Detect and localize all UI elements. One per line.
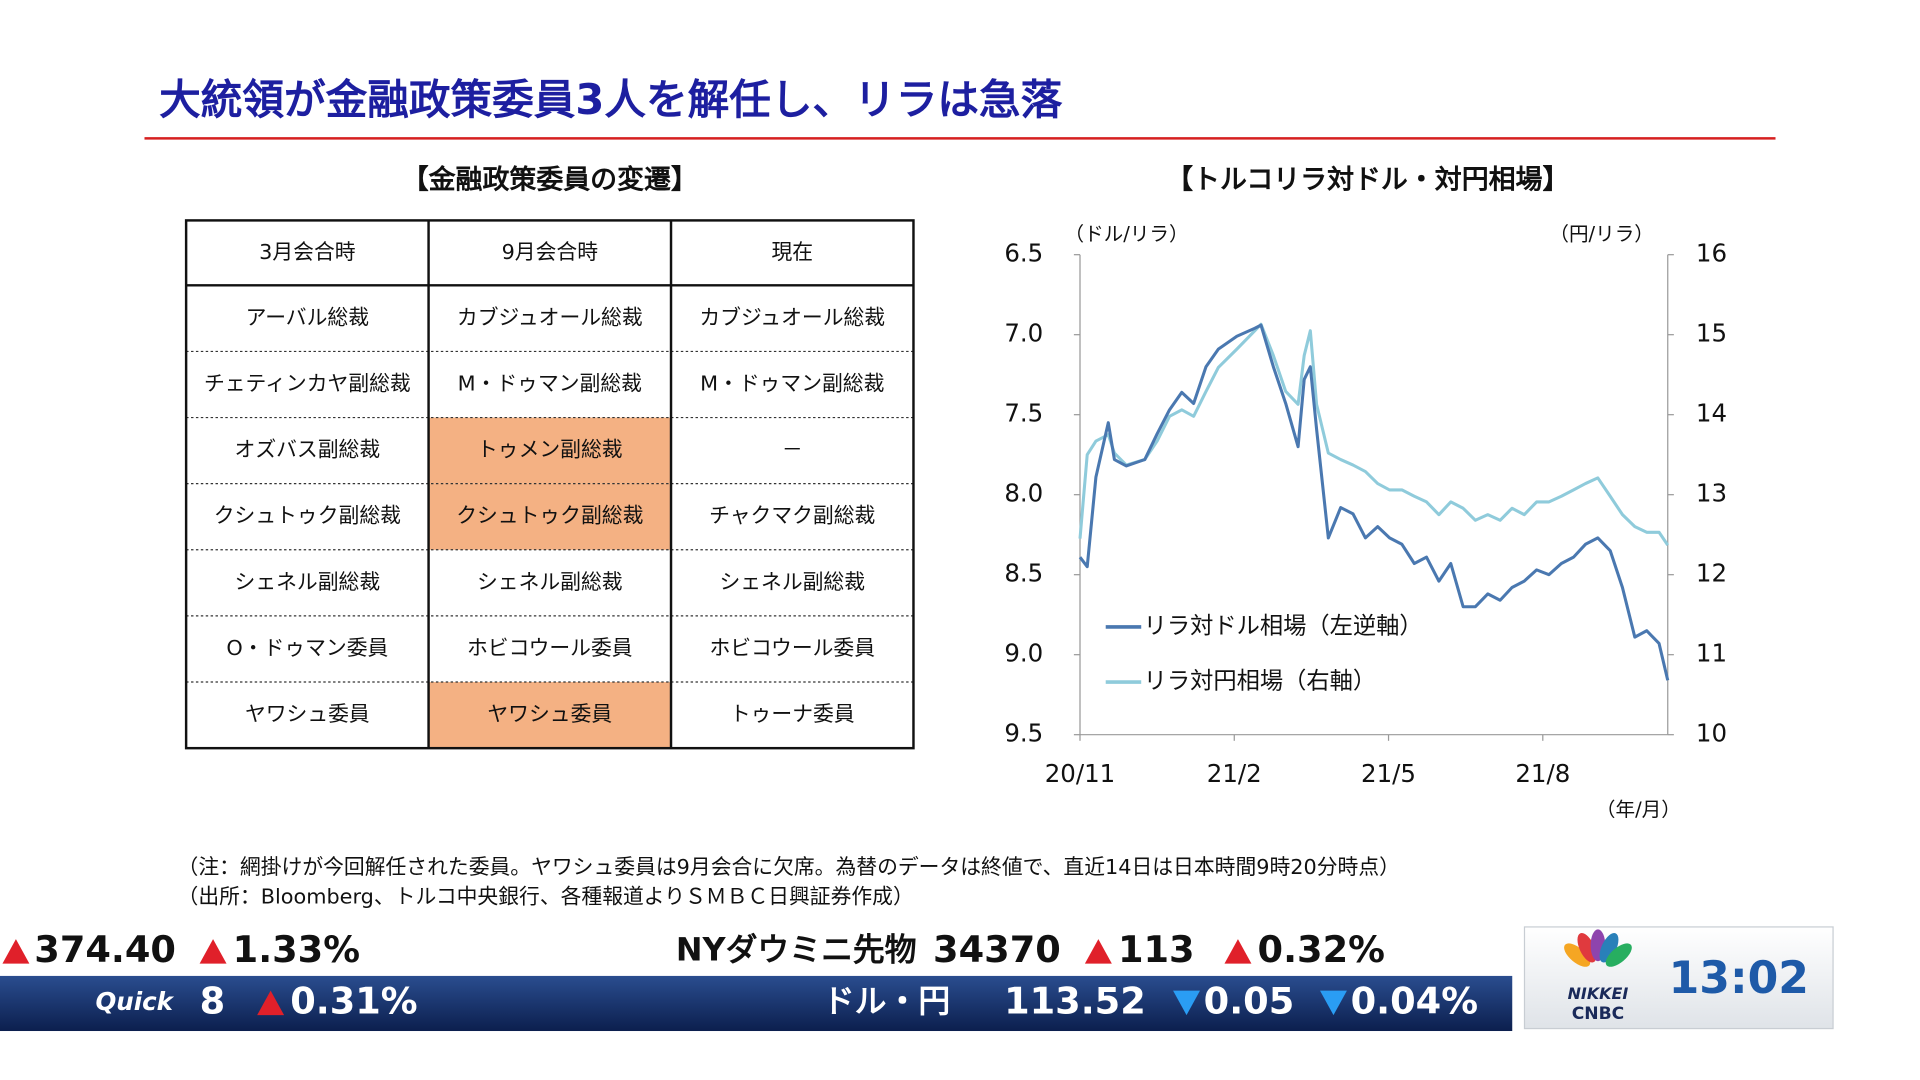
highlight-cell [428,682,672,749]
y-tick-label: 9.0 [1004,639,1043,668]
y-tick-label: 7.0 [1004,319,1043,348]
ticker-value: 0.05 [1204,979,1295,1022]
ticker-label: NYダウミニ先物 [676,930,917,968]
y2-tick-label: 15 [1696,319,1727,348]
ticker-value: 34370 [933,928,1061,971]
highlight-cell [428,417,672,484]
x-tick-label: 21/8 [1515,759,1570,788]
table-title: 【金融政策委員の変遷】 [402,164,698,196]
up-arrow [257,990,285,1016]
table-cell: カブジュオール総裁 [699,305,885,329]
y-tick-label: 9.5 [1004,719,1043,748]
ticker-value: 374.40 [34,928,176,971]
legend-label: リラ対ドル相場（左逆軸） [1144,612,1423,639]
ticker-label: ドル・円 [823,982,950,1020]
table-cell: アーバル総裁 [246,305,369,329]
up-arrow [199,939,227,964]
table-cell: シェネル副総裁 [719,570,865,594]
chart-title: 【トルコリラ対ドル・対円相場】 [1166,165,1569,196]
y-tick-label: 8.5 [1004,559,1043,588]
ticker-value: 113.52 [1004,979,1146,1022]
x-tick-label: 21/5 [1361,759,1416,788]
series-line [1078,323,1670,681]
ticker-value: 0.04% [1351,979,1478,1022]
peacock-logo [1564,929,1632,967]
title: 大統領が金融政策委員3人を解任し、リラは急落 [159,75,1062,124]
table-cell: ヤワシュ委員 [487,702,612,726]
column-header: 現在 [771,240,813,264]
y2-tick-label: 13 [1696,479,1727,508]
column-header: 3月会合時 [259,240,356,264]
ticker-top-band [0,926,1513,976]
note: （注：網掛けが今回解任された委員。ヤワシュ委員は9月会合に欠席。為替のデータは終… [178,855,1400,879]
table-cell: ヤワシュ委員 [245,702,370,726]
y-tick-label: 8.0 [1004,479,1043,508]
ticker-value: 8 [200,979,226,1022]
clock: 13:02 [1669,953,1809,1004]
table-cell: オズバス副総裁 [235,438,381,462]
table-border [184,219,915,750]
table-cell: トゥメン副総裁 [477,438,623,462]
table-cell: クシュトゥク副総裁 [456,504,643,528]
table-cell: O・ドゥマン委員 [226,636,388,660]
y2-tick-label: 11 [1696,639,1727,668]
ticker-value: 113 [1118,928,1195,971]
y2-tick-label: 16 [1696,239,1727,268]
table-cell: ホビコウール委員 [467,636,633,660]
table-cell: シェネル副総裁 [477,570,623,594]
ticker-bottom-band [0,975,1513,1032]
quick-logo: Quick [96,987,175,1016]
table-cell: クシュトゥク副総裁 [214,504,401,528]
y2-tick-label: 12 [1696,559,1727,588]
up-arrow [2,939,30,964]
up-arrow [1224,939,1252,964]
table-cell: トゥーナ委員 [730,702,855,726]
table-cell: チャクマク副総裁 [709,504,875,528]
down-arrow [1173,990,1200,1016]
logo-brand: NIKKEI [1568,984,1629,1003]
table-cell: － [782,438,803,462]
table-cell: シェネル副総裁 [235,570,381,594]
y2-axis-label: （円/リラ） [1549,223,1654,246]
highlight-cell [428,483,672,550]
ticker-value: 0.32% [1258,928,1385,971]
up-arrow [1084,939,1112,964]
table-cell: M・ドゥマン副総裁 [458,371,642,395]
logo-brand: CNBC [1572,1004,1625,1024]
column-header: 9月会合時 [502,240,599,264]
series-line [1078,322,1670,547]
y-tick-label: 6.5 [1004,239,1043,268]
table-cell: ホビコウール委員 [709,636,875,660]
table-cell: チェティンカヤ副総裁 [204,371,411,395]
x-tick-label: 21/2 [1207,759,1262,788]
y2-tick-label: 14 [1696,399,1727,428]
y2-tick-label: 10 [1696,719,1727,748]
table-cell: カブジュオール総裁 [457,305,643,329]
legend-label: リラ対円相場（右軸） [1144,668,1377,695]
table-cell: M・ドゥマン副総裁 [700,371,884,395]
note: （出所：Bloomberg、トルコ中央銀行、各種報道よりＳＭＢＣ日興証券作成） [178,885,914,909]
down-arrow [1320,990,1347,1016]
x-axis-label: （年/月） [1596,798,1681,821]
logo-box [1523,926,1834,1030]
ticker-value: 1.33% [233,928,360,971]
x-tick-label: 20/11 [1045,759,1116,788]
y-tick-label: 7.5 [1004,399,1043,428]
ticker-value: 0.31% [290,979,417,1022]
y-axis-label: （ドル/リラ） [1064,223,1188,246]
